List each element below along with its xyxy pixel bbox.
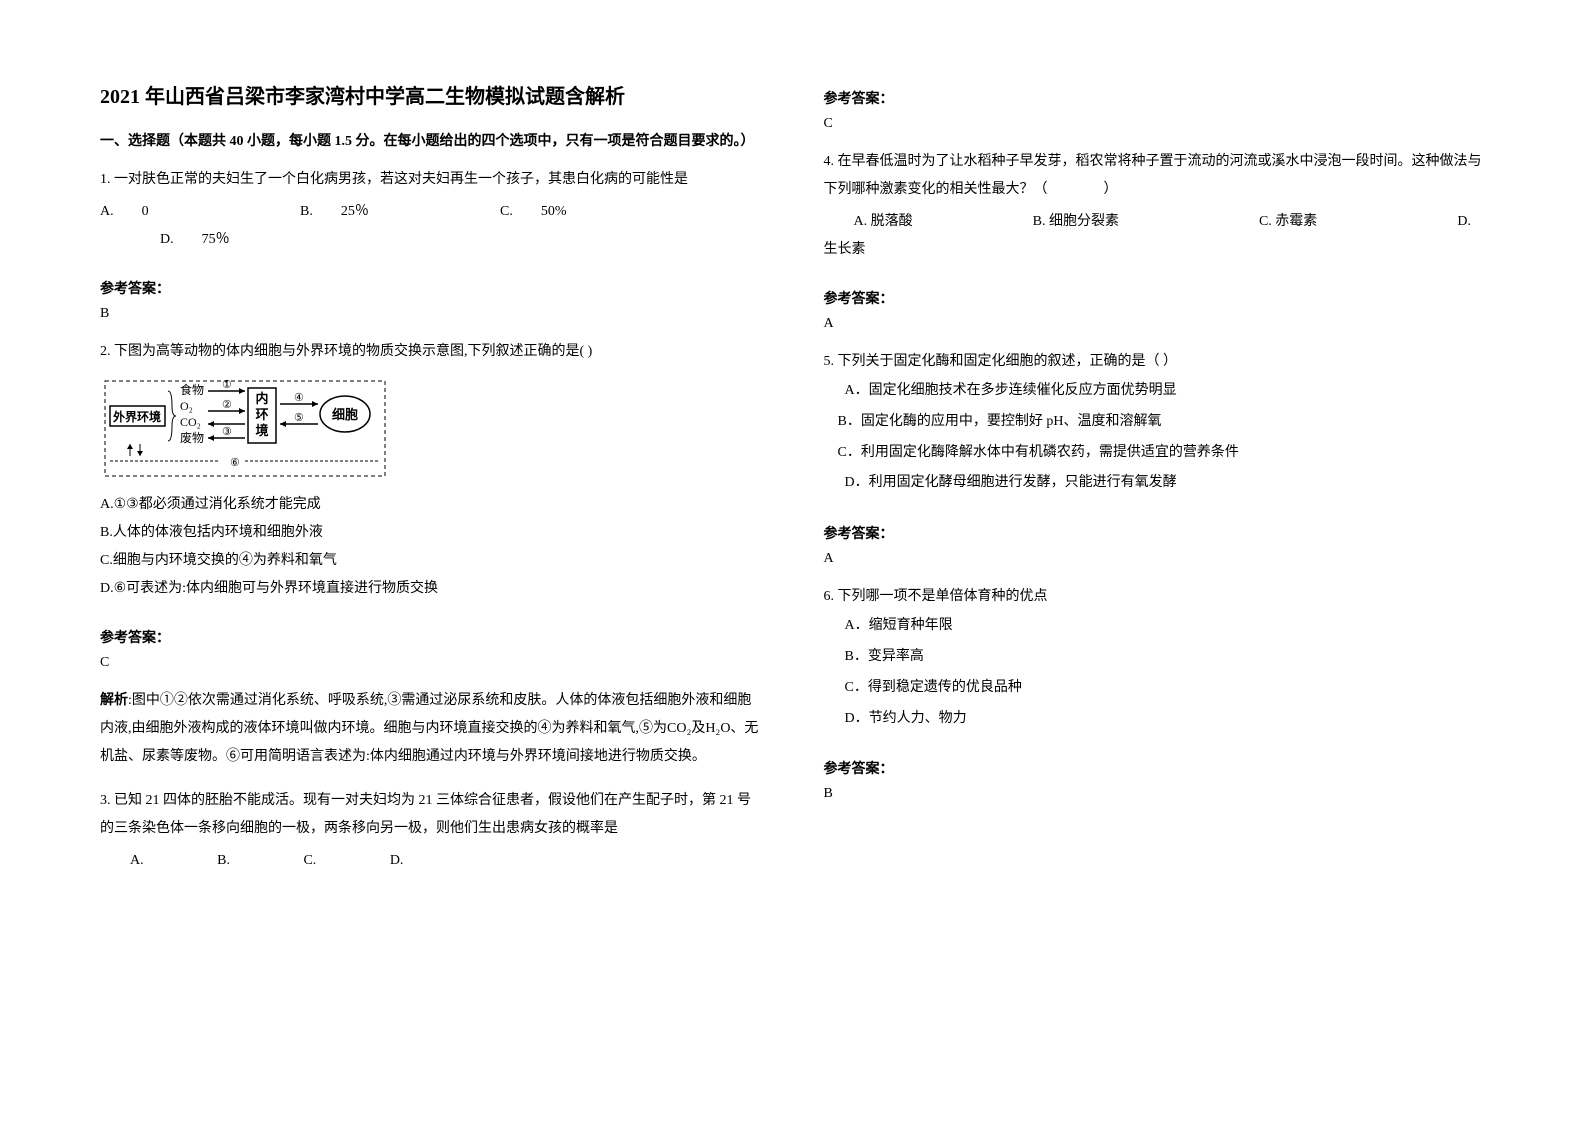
- question-3: 3. 已知 21 四体的胚胎不能成活。现有一对夫妇均为 21 三体综合征患者，假…: [100, 787, 764, 875]
- q2-option-d: D.⑥可表述为:体内细胞可与外界环境直接进行物质交换: [100, 575, 764, 603]
- diagram-outer-env-text: 外界环境: [113, 409, 161, 424]
- section-header: 一、选择题（本题共 40 小题，每小题 1.5 分。在每小题给出的四个选项中，只…: [100, 129, 764, 154]
- q3-option-c: C.: [303, 853, 316, 868]
- diagram-co2: CO₂: [180, 415, 201, 429]
- q6-answer-label: 参考答案：: [824, 758, 1488, 778]
- question-5-text: 5. 下列关于固定化酶和固定化细胞的叙述，正确的是（ ）: [824, 348, 1488, 376]
- diagram-num4: ④: [294, 392, 304, 404]
- q1-option-d: D. 75％: [160, 226, 764, 254]
- q1-option-c: C. 50%: [500, 198, 567, 226]
- q5-answer-label: 参考答案：: [824, 523, 1488, 543]
- diagram-inner1: 内: [255, 391, 268, 406]
- question-6-text: 6. 下列哪一项不是单倍体育种的优点: [824, 583, 1488, 611]
- left-column: 2021 年山西省吕梁市李家湾村中学高二生物模拟试题含解析 一、选择题（本题共 …: [100, 80, 764, 1042]
- diagram-num2: ②: [222, 399, 232, 411]
- question-3-text: 3. 已知 21 四体的胚胎不能成活。现有一对夫妇均为 21 三体综合征患者，假…: [100, 787, 764, 843]
- question-5: 5. 下列关于固定化酶和固定化细胞的叙述，正确的是（ ） A．固定化细胞技术在多…: [824, 348, 1488, 499]
- q1-answer: B: [100, 306, 764, 322]
- q4-option-a: A. 脱落酸: [854, 208, 913, 236]
- q2-explanation-label: 解析: [100, 693, 128, 708]
- diagram-food: 食物: [180, 382, 204, 397]
- diagram-inner2: 环: [255, 407, 268, 422]
- q5-option-b: B．固定化酶的应用中，要控制好 pH、温度和溶解氧: [824, 407, 1488, 438]
- q2-diagram: 外界环境 食物 O₂ CO₂ 废物 ① ②: [100, 376, 390, 481]
- diagram-num3: ③: [222, 426, 232, 438]
- q5-option-c: C．利用固定化酶降解水体中有机磷农药，需提供适宜的营养条件: [824, 438, 1488, 469]
- document-title: 2021 年山西省吕梁市李家湾村中学高二生物模拟试题含解析: [100, 80, 764, 109]
- q6-option-b: B．变异率高: [824, 642, 1488, 673]
- q3-option-d: D.: [390, 853, 404, 868]
- q4-option-c: C. 赤霉素: [1259, 208, 1317, 236]
- q6-answer: B: [824, 786, 1488, 802]
- question-2-text: 2. 下图为高等动物的体内细胞与外界环境的物质交换示意图,下列叙述正确的是( ): [100, 338, 764, 366]
- q1-answer-label: 参考答案：: [100, 278, 764, 298]
- q4-option-b: B. 细胞分裂素: [1033, 208, 1119, 236]
- q2-option-c: C.细胞与内环境交换的④为养料和氧气: [100, 547, 764, 575]
- q6-option-d: D．节约人力、物力: [824, 704, 1488, 735]
- q5-option-d: D．利用固定化酵母细胞进行发酵，只能进行有氧发酵: [824, 468, 1488, 499]
- diagram-o2: O₂: [180, 399, 193, 413]
- q3-option-b: B.: [217, 853, 230, 868]
- q5-option-a: A．固定化细胞技术在多步连续催化反应方面优势明显: [824, 376, 1488, 407]
- question-2: 2. 下图为高等动物的体内细胞与外界环境的物质交换示意图,下列叙述正确的是( )…: [100, 338, 764, 603]
- diagram-cell: 细胞: [332, 407, 358, 422]
- q2-option-a: A.①③都必须通过消化系统才能完成: [100, 491, 764, 519]
- q3-answer-label: 参考答案：: [824, 88, 1488, 108]
- question-1-text: 1. 一对肤色正常的夫妇生了一个白化病男孩，若这对夫妇再生一个孩子，其患白化病的…: [100, 166, 764, 194]
- right-column: 参考答案： C 4. 在早春低温时为了让水稻种子早发芽，稻农常将种子置于流动的河…: [824, 80, 1488, 1042]
- question-4: 4. 在早春低温时为了让水稻种子早发芽，稻农常将种子置于流动的河流或溪水中浸泡一…: [824, 148, 1488, 264]
- diagram-inner3: 境: [255, 423, 268, 438]
- q1-option-b: B. 25％: [300, 198, 500, 226]
- q6-option-c: C．得到稳定遗传的优良品种: [824, 673, 1488, 704]
- question-4-text: 4. 在早春低温时为了让水稻种子早发芽，稻农常将种子置于流动的河流或溪水中浸泡一…: [824, 148, 1488, 204]
- q5-answer: A: [824, 551, 1488, 567]
- q2-answer: C: [100, 655, 764, 671]
- q4-answer: A: [824, 316, 1488, 332]
- question-6: 6. 下列哪一项不是单倍体育种的优点 A．缩短育种年限 B．变异率高 C．得到稳…: [824, 583, 1488, 734]
- q2-option-b: B.人体的体液包括内环境和细胞外液: [100, 519, 764, 547]
- q3-options: A. B. C. D.: [100, 847, 764, 875]
- q3-option-a: A.: [130, 853, 144, 868]
- q1-option-a: A. 0: [100, 198, 300, 226]
- q4-options-row: A. 脱落酸 B. 细胞分裂素 C. 赤霉素 D.: [824, 208, 1488, 236]
- q2-explanation-text: :图中①②依次需通过消化系统、呼吸系统,③需通过泌尿系统和皮肤。人体的体液包括细…: [100, 693, 758, 764]
- diagram-num6: ⑥: [230, 457, 240, 469]
- diagram-waste: 废物: [180, 430, 204, 445]
- q4-option-d-prefix: D.: [1457, 208, 1471, 236]
- q2-explanation: 解析:图中①②依次需通过消化系统、呼吸系统,③需通过泌尿系统和皮肤。人体的体液包…: [100, 687, 764, 771]
- question-1-options-row1: A. 0 B. 25％ C. 50%: [100, 198, 764, 226]
- q4-option-d-text: 生长素: [824, 236, 1488, 264]
- q6-option-a: A．缩短育种年限: [824, 611, 1488, 642]
- q4-answer-label: 参考答案：: [824, 288, 1488, 308]
- q3-answer: C: [824, 116, 1488, 132]
- diagram-num5: ⑤: [294, 412, 304, 424]
- diagram-num1: ①: [222, 379, 232, 391]
- question-1: 1. 一对肤色正常的夫妇生了一个白化病男孩，若这对夫妇再生一个孩子，其患白化病的…: [100, 166, 764, 254]
- q2-answer-label: 参考答案：: [100, 627, 764, 647]
